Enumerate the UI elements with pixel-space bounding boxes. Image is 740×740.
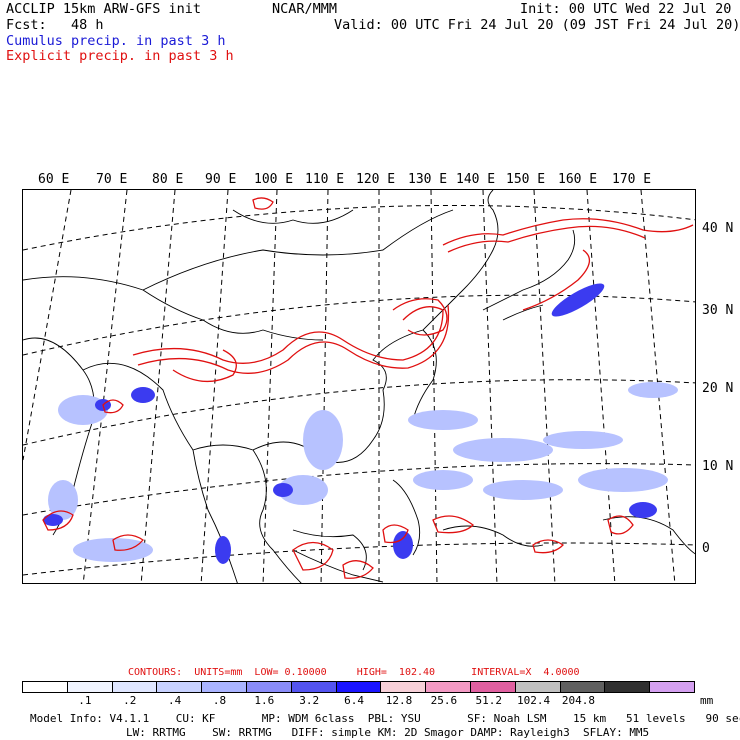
lon-label: 100 E: [254, 172, 294, 187]
lon-label: 70 E: [96, 172, 128, 187]
contours-label: CONTOURS: UNITS=mm LOW= 0.10000 HIGH= 10…: [128, 667, 580, 678]
colorbar-swatch: [560, 682, 606, 692]
colorbar-swatch: [426, 682, 471, 692]
lon-label: 160 E: [558, 172, 598, 187]
colorbar-swatch: [291, 682, 337, 692]
colorbar-swatch: [470, 682, 516, 692]
lon-label: 120 E: [356, 172, 396, 187]
cumulus-precip-label: Cumulus precip. in past 3 h: [6, 33, 226, 49]
colorbar-swatch: [67, 682, 113, 692]
colorbar: [22, 681, 695, 693]
colorbar-swatch: [246, 682, 292, 692]
colorbar-swatch: [202, 682, 247, 692]
lat-label: 40 N: [702, 221, 734, 236]
colorbar-swatch: [23, 682, 68, 692]
lat-label: 30 N: [702, 303, 734, 318]
colorbar-swatch: [515, 682, 561, 692]
parallel-grid: [23, 204, 695, 576]
coastlines: [23, 190, 695, 583]
lat-label: 20 N: [702, 381, 734, 396]
forecast-hour: Fcst: 48 h: [6, 17, 104, 33]
colorbar-tick-label: 6.4: [344, 694, 365, 707]
map-canvas: [23, 190, 695, 583]
valid-time: Valid: 00 UTC Fri 24 Jul 20 (09 JST Fri …: [334, 17, 740, 33]
meridian-grid: [23, 190, 676, 583]
colorbar-tick-label: 25.6: [430, 694, 458, 707]
colorbar-tick-label: 12.8: [385, 694, 413, 707]
plot-title: ACCLIP 15km ARW-GFS init: [6, 1, 202, 17]
colorbar-tick-label: .1: [78, 694, 92, 707]
cumulus-light-field: [48, 382, 678, 562]
model-info-line2: LW: RRTMG SW: RRTMG DIFF: simple KM: 2D …: [126, 726, 650, 739]
colorbar-tick-label: .8: [212, 694, 227, 707]
lat-label: 0: [702, 541, 710, 556]
lon-label: 60 E: [38, 172, 70, 187]
lon-label: 110 E: [305, 172, 345, 187]
colorbar-swatch: [112, 682, 158, 692]
colorbar-swatch: [650, 682, 694, 692]
lon-label: 130 E: [408, 172, 448, 187]
cumulus-heavy-field: [43, 283, 657, 564]
colorbar-tick-label: .4: [168, 694, 182, 707]
precip-map: [22, 189, 696, 584]
lon-label: 150 E: [506, 172, 546, 187]
init-time: Init: 00 UTC Wed 22 Jul 20: [520, 1, 732, 17]
explicit-precip-contours: [42, 197, 694, 579]
colorbar-swatch: [381, 682, 427, 692]
colorbar-tick-label: 3.2: [299, 694, 320, 707]
colorbar-tick-label: 102.4: [517, 694, 551, 707]
explicit-precip-label: Explicit precip. in past 3 h: [6, 48, 234, 64]
lon-label: 140 E: [456, 172, 496, 187]
lon-label: 90 E: [205, 172, 237, 187]
lat-label: 10 N: [702, 459, 734, 474]
colorbar-tick-label: 1.6: [254, 694, 275, 707]
center-label: NCAR/MMM: [272, 1, 338, 17]
colorbar-tick-label: .2: [123, 694, 137, 707]
colorbar-tick-label: 204.8: [561, 694, 596, 707]
colorbar-swatch: [336, 682, 382, 692]
colorbar-units: mm: [700, 694, 714, 707]
colorbar-tick-label: 51.2: [475, 694, 502, 707]
lon-label: 80 E: [152, 172, 184, 187]
colorbar-swatch: [157, 682, 203, 692]
model-info-line1: Model Info: V4.1.1 CU: KF MP: WDM 6class…: [30, 712, 740, 725]
colorbar-swatch: [605, 682, 651, 692]
lon-label: 170 E: [612, 172, 652, 187]
